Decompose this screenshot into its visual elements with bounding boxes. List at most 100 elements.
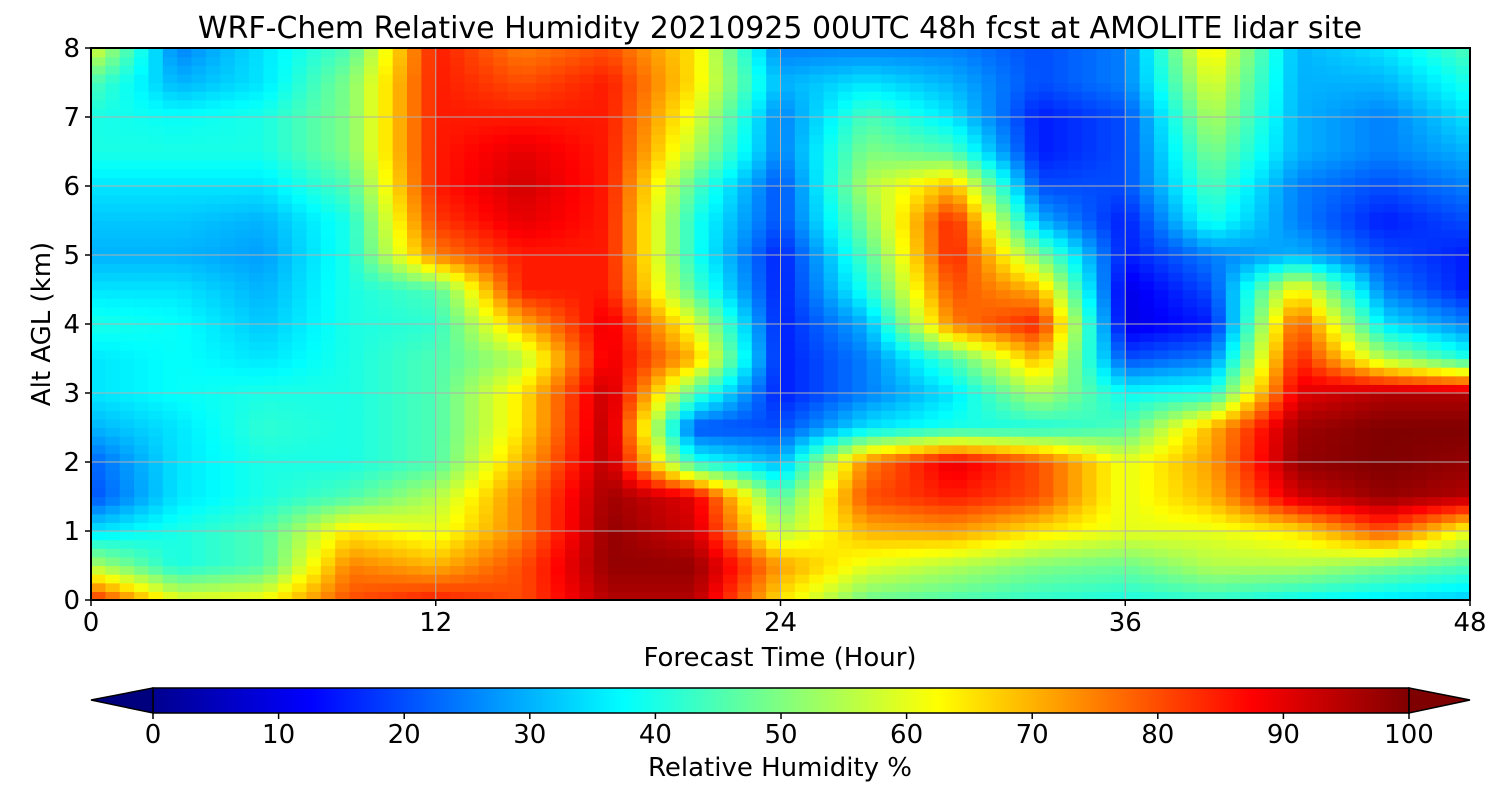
heatmap-cell (493, 237, 509, 247)
heatmap-cell (1067, 418, 1083, 429)
heatmap-cell (895, 203, 911, 213)
heatmap-cell (780, 349, 796, 360)
heatmap-cell (378, 229, 394, 239)
heatmap-cell (679, 496, 695, 506)
heatmap-cell (1082, 401, 1098, 411)
heatmap-cell (1139, 280, 1155, 291)
heatmap-cell (536, 582, 552, 592)
heatmap-cell (866, 539, 882, 549)
heatmap-cell (1139, 496, 1155, 506)
heatmap-cell (1383, 513, 1399, 523)
heatmap-cell (1153, 479, 1169, 489)
heatmap-cell (320, 436, 336, 446)
heatmap-cell (450, 186, 466, 196)
heatmap-cell (837, 513, 853, 523)
heatmap-cell (1024, 401, 1040, 411)
heatmap-cell (1283, 263, 1299, 273)
heatmap-cell (1139, 556, 1155, 567)
heatmap-cell (1125, 418, 1141, 429)
heatmap-cell (1197, 263, 1213, 273)
heatmap-cell (536, 263, 552, 273)
heatmap-cell (349, 211, 365, 222)
heatmap-cell (1182, 177, 1198, 187)
heatmap-cell (866, 548, 882, 558)
heatmap-cell (579, 574, 595, 584)
heatmap-cell (1024, 289, 1040, 299)
heatmap-cell (995, 211, 1011, 222)
heatmap-cell (1283, 539, 1299, 549)
heatmap-cell (1024, 462, 1040, 472)
heatmap-cell (1125, 505, 1141, 515)
heatmap-cell (205, 436, 221, 446)
heatmap-cell (751, 462, 767, 472)
heatmap-cell (1398, 505, 1414, 515)
heatmap-cell (622, 375, 638, 385)
heatmap-cell (651, 410, 667, 420)
heatmap-cell (191, 186, 207, 196)
heatmap-cell (349, 522, 365, 532)
heatmap-cell (723, 393, 738, 403)
heatmap-cell (1412, 168, 1428, 178)
heatmap-cell (162, 255, 178, 265)
heatmap-cell (1197, 211, 1213, 222)
heatmap-cell (823, 358, 839, 368)
heatmap-cell (1412, 341, 1428, 351)
heatmap-cell (1355, 496, 1371, 506)
heatmap-cell (995, 246, 1011, 256)
heatmap-cell (91, 582, 106, 592)
heatmap-cell (1355, 229, 1371, 239)
heatmap-cell (866, 444, 882, 454)
heatmap-cell (536, 496, 552, 506)
heatmap-cell (1225, 246, 1241, 256)
heatmap-cell (737, 229, 753, 239)
heatmap-cell (105, 427, 121, 437)
heatmap-cell (119, 211, 135, 222)
heatmap-cell (521, 487, 537, 498)
heatmap-cell (1010, 341, 1026, 351)
heatmap-cell (967, 427, 983, 437)
heatmap-cell (881, 246, 897, 256)
heatmap-cell (967, 194, 983, 204)
heatmap-cell (593, 487, 609, 498)
heatmap-cell (234, 436, 250, 446)
heatmap-cell (119, 539, 135, 549)
heatmap-cell (1311, 505, 1327, 515)
heatmap-cell (622, 393, 638, 403)
heatmap-cell (550, 496, 566, 506)
heatmap-cell (162, 229, 178, 239)
heatmap-cell (191, 306, 207, 316)
heatmap-cell (521, 427, 537, 437)
heatmap-cell (938, 160, 954, 170)
heatmap-cell (1139, 539, 1155, 549)
heatmap-cell (478, 367, 494, 377)
heatmap-cell (177, 522, 193, 532)
heatmap-cell (1225, 470, 1241, 480)
heatmap-cell (651, 358, 667, 368)
heatmap-cell (737, 384, 753, 394)
heatmap-cell (694, 531, 710, 541)
heatmap-cell (162, 410, 178, 420)
heatmap-cell (493, 505, 509, 515)
heatmap-cell (1139, 349, 1155, 360)
heatmap-cell (1283, 410, 1299, 420)
heatmap-cell (694, 272, 710, 282)
heatmap-cell (1311, 203, 1327, 213)
heatmap-cell (1240, 151, 1256, 161)
heatmap-cell (909, 367, 925, 377)
heatmap-cell (1082, 582, 1098, 592)
heatmap-cell (292, 556, 308, 567)
heatmap-cell (852, 522, 868, 532)
heatmap-cell (895, 401, 911, 411)
heatmap-cell (1441, 280, 1457, 291)
heatmap-cell (320, 591, 336, 600)
heatmap-cell (1383, 548, 1399, 558)
heatmap-cell (478, 496, 494, 506)
heatmap-cell (191, 582, 207, 592)
heatmap-cell (392, 203, 408, 213)
heatmap-cell (1268, 367, 1284, 377)
heatmap-cell (205, 505, 221, 515)
heatmap-cell (981, 237, 997, 247)
heatmap-cell (464, 470, 480, 480)
heatmap-cell (1311, 341, 1327, 351)
heatmap-cell (119, 505, 135, 515)
